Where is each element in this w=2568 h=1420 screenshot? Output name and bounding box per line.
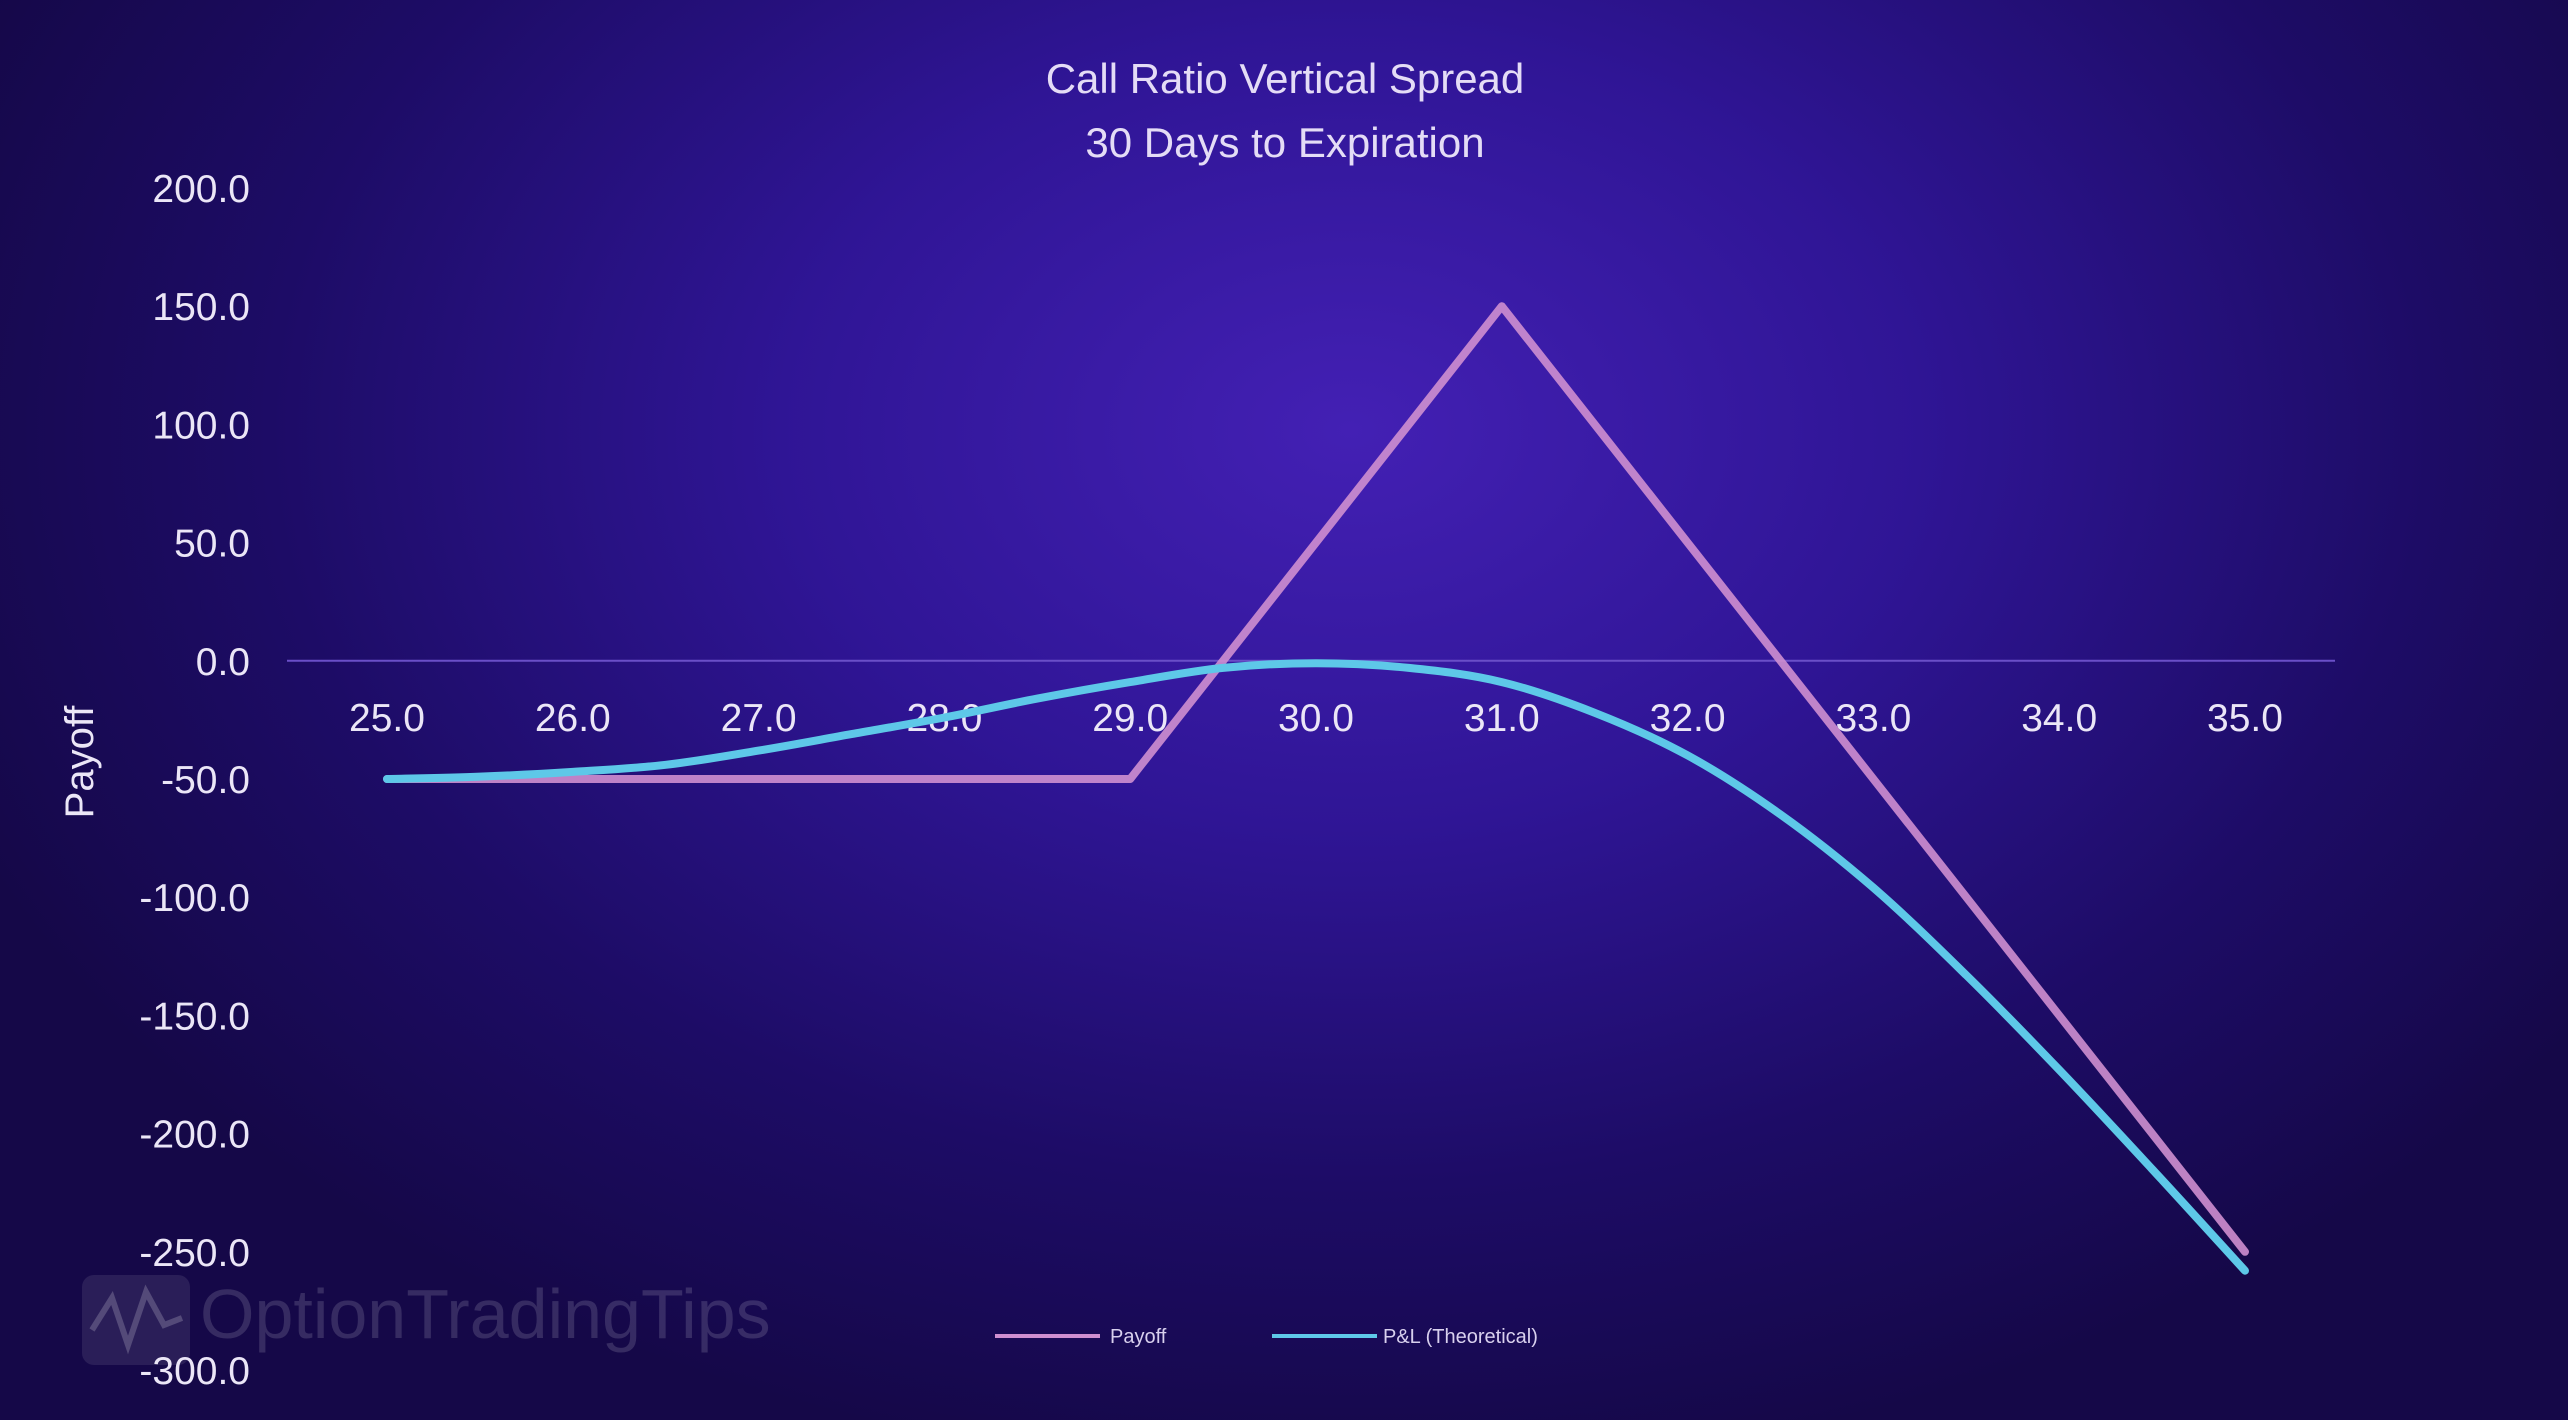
x-tick-label: 31.0: [1464, 697, 1540, 740]
y-tick-label: -50.0: [161, 759, 250, 802]
y-tick-label: 150.0: [152, 286, 250, 329]
y-tick-label: 200.0: [152, 168, 250, 211]
watermark-text: OptionTradingTips: [200, 1275, 771, 1353]
chart-title: Call Ratio Vertical Spread: [1046, 55, 1525, 102]
y-tick-label: 50.0: [174, 523, 250, 566]
x-tick-label: 27.0: [721, 697, 797, 740]
series-payoff-line: [383, 302, 2249, 1256]
series-layer: [383, 302, 2249, 1275]
watermark-chart-icon: [89, 1284, 184, 1355]
chart-subtitle: 30 Days to Expiration: [1085, 119, 1484, 166]
y-tick-label: 0.0: [196, 641, 250, 684]
watermark-badge: [82, 1275, 190, 1365]
chart-title-group: Call Ratio Vertical Spread 30 Days to Ex…: [1046, 55, 1525, 166]
x-tick-label: 34.0: [2021, 697, 2097, 740]
y-tick-label: -250.0: [139, 1232, 250, 1275]
x-tick-label: 32.0: [1650, 697, 1726, 740]
legend-label: P&L (Theoretical): [1383, 1326, 1538, 1348]
series-pl-theoretical-line: [383, 659, 2249, 1275]
axes: 200.0 150.0 100.0 50.0 0.0 -50.0 -100.0 -150.0 -…: [139, 168, 2335, 1393]
y-tick-label: 100.0: [152, 404, 250, 447]
x-tick-label: 26.0: [535, 697, 611, 740]
y-tick-label: -300.0: [139, 1350, 250, 1393]
x-tick-label: 29.0: [1092, 697, 1168, 740]
y-tick-label: -100.0: [139, 877, 250, 920]
x-tick-label: 35.0: [2207, 697, 2283, 740]
x-tick-label: 33.0: [1835, 697, 1911, 740]
legend: Payoff P&L (Theoretical): [995, 1326, 1538, 1348]
legend-label: Payoff: [1110, 1326, 1167, 1348]
watermark-logo: OptionTradingTips: [82, 1275, 771, 1365]
y-tick-label: -200.0: [139, 1114, 250, 1157]
y-axis-label: Payoff: [58, 705, 102, 819]
y-tick-label: -150.0: [139, 995, 250, 1038]
x-tick-label: 25.0: [349, 697, 425, 740]
x-tick-label: 30.0: [1278, 697, 1354, 740]
